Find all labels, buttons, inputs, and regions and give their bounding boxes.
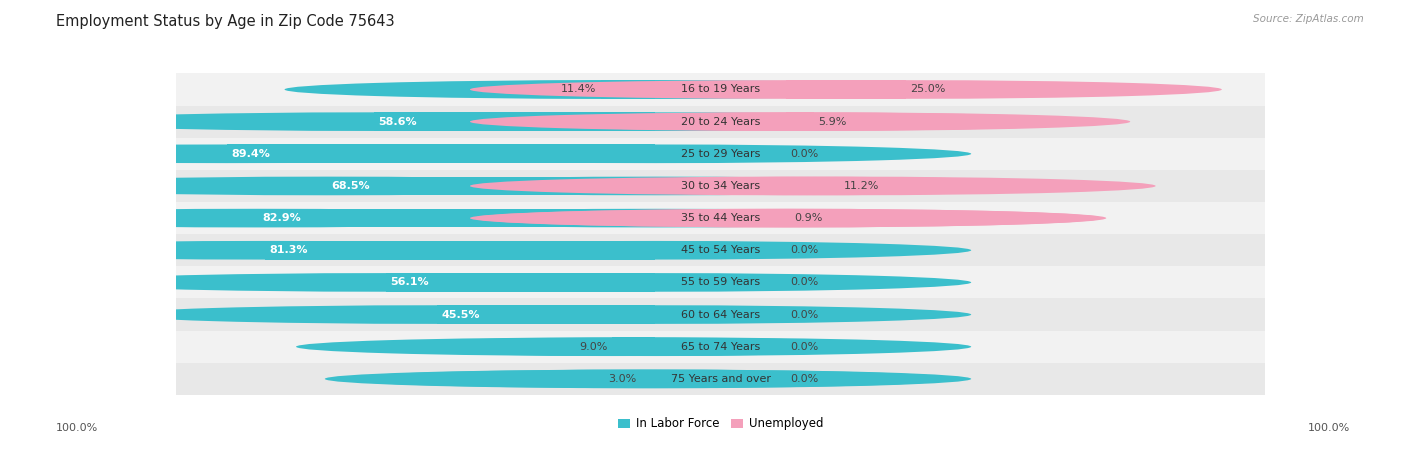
Circle shape	[339, 80, 972, 99]
Circle shape	[339, 112, 972, 131]
Text: Source: ZipAtlas.com: Source: ZipAtlas.com	[1253, 14, 1364, 23]
Text: 0.0%: 0.0%	[790, 309, 818, 320]
Bar	[786, 177, 839, 195]
Circle shape	[11, 177, 643, 195]
Text: 25.0%: 25.0%	[910, 84, 946, 95]
Legend: In Labor Force, Unemployed: In Labor Force, Unemployed	[619, 417, 823, 430]
Text: 0.0%: 0.0%	[790, 277, 818, 287]
Circle shape	[339, 241, 972, 260]
Circle shape	[58, 112, 690, 131]
Circle shape	[470, 80, 1102, 99]
Text: 30 to 34 Years: 30 to 34 Years	[681, 181, 761, 191]
Text: 100.0%: 100.0%	[1308, 423, 1350, 433]
Text: 5.9%: 5.9%	[818, 117, 846, 127]
Circle shape	[70, 273, 702, 292]
Bar	[176, 202, 1265, 234]
Text: 58.6%: 58.6%	[378, 117, 418, 127]
Bar	[600, 80, 655, 99]
Bar	[437, 305, 655, 324]
Text: Employment Status by Age in Zip Code 75643: Employment Status by Age in Zip Code 756…	[56, 14, 395, 28]
Circle shape	[470, 209, 1102, 227]
Text: 0.9%: 0.9%	[794, 213, 823, 223]
Text: 75 Years and over: 75 Years and over	[671, 374, 770, 384]
Circle shape	[284, 80, 917, 99]
Circle shape	[339, 305, 972, 324]
Circle shape	[0, 241, 582, 260]
Circle shape	[498, 112, 1130, 131]
Circle shape	[470, 177, 1102, 195]
Text: 56.1%: 56.1%	[391, 277, 429, 287]
Text: 0.0%: 0.0%	[790, 245, 818, 255]
Bar	[387, 273, 655, 292]
Circle shape	[0, 144, 543, 163]
Text: 11.2%: 11.2%	[844, 181, 879, 191]
Text: 45.5%: 45.5%	[441, 309, 479, 320]
Bar	[176, 267, 1265, 299]
Text: 9.0%: 9.0%	[579, 342, 607, 352]
Bar	[176, 106, 1265, 138]
Text: 3.0%: 3.0%	[609, 374, 637, 384]
Text: 68.5%: 68.5%	[332, 181, 370, 191]
Circle shape	[523, 177, 1156, 195]
Bar	[641, 369, 655, 388]
Bar	[176, 363, 1265, 395]
Circle shape	[297, 337, 928, 356]
Bar	[326, 177, 655, 195]
Text: 45 to 54 Years: 45 to 54 Years	[681, 245, 761, 255]
Text: 0.0%: 0.0%	[790, 342, 818, 352]
Bar	[176, 234, 1265, 267]
Text: 0.0%: 0.0%	[790, 374, 818, 384]
Circle shape	[325, 369, 957, 388]
Circle shape	[591, 80, 1222, 99]
Text: 25 to 29 Years: 25 to 29 Years	[681, 149, 761, 159]
Circle shape	[339, 144, 972, 163]
Bar	[176, 170, 1265, 202]
Bar	[612, 337, 655, 356]
Bar	[786, 80, 905, 99]
Circle shape	[470, 112, 1102, 131]
Circle shape	[121, 305, 754, 324]
Bar	[226, 144, 655, 163]
Text: 81.3%: 81.3%	[270, 245, 308, 255]
Text: 65 to 74 Years: 65 to 74 Years	[681, 342, 761, 352]
Text: 100.0%: 100.0%	[56, 423, 98, 433]
Circle shape	[339, 273, 972, 292]
Circle shape	[339, 369, 972, 388]
Text: 55 to 59 Years: 55 to 59 Years	[681, 277, 761, 287]
Bar	[374, 112, 655, 131]
Circle shape	[0, 209, 574, 227]
Text: 89.4%: 89.4%	[231, 149, 270, 159]
Bar	[176, 331, 1265, 363]
Circle shape	[339, 209, 972, 227]
Text: 60 to 64 Years: 60 to 64 Years	[681, 309, 761, 320]
Bar	[786, 112, 814, 131]
Bar	[786, 209, 790, 227]
Bar	[266, 241, 655, 260]
Text: 35 to 44 Years: 35 to 44 Years	[681, 213, 761, 223]
Bar	[176, 299, 1265, 331]
Text: 16 to 19 Years: 16 to 19 Years	[681, 84, 761, 95]
Bar	[176, 74, 1265, 106]
Bar	[257, 209, 655, 227]
Bar	[176, 138, 1265, 170]
Circle shape	[474, 209, 1107, 227]
Circle shape	[339, 337, 972, 356]
Text: 0.0%: 0.0%	[790, 149, 818, 159]
Text: 11.4%: 11.4%	[561, 84, 596, 95]
Circle shape	[339, 177, 972, 195]
Text: 82.9%: 82.9%	[262, 213, 301, 223]
Text: 20 to 24 Years: 20 to 24 Years	[681, 117, 761, 127]
